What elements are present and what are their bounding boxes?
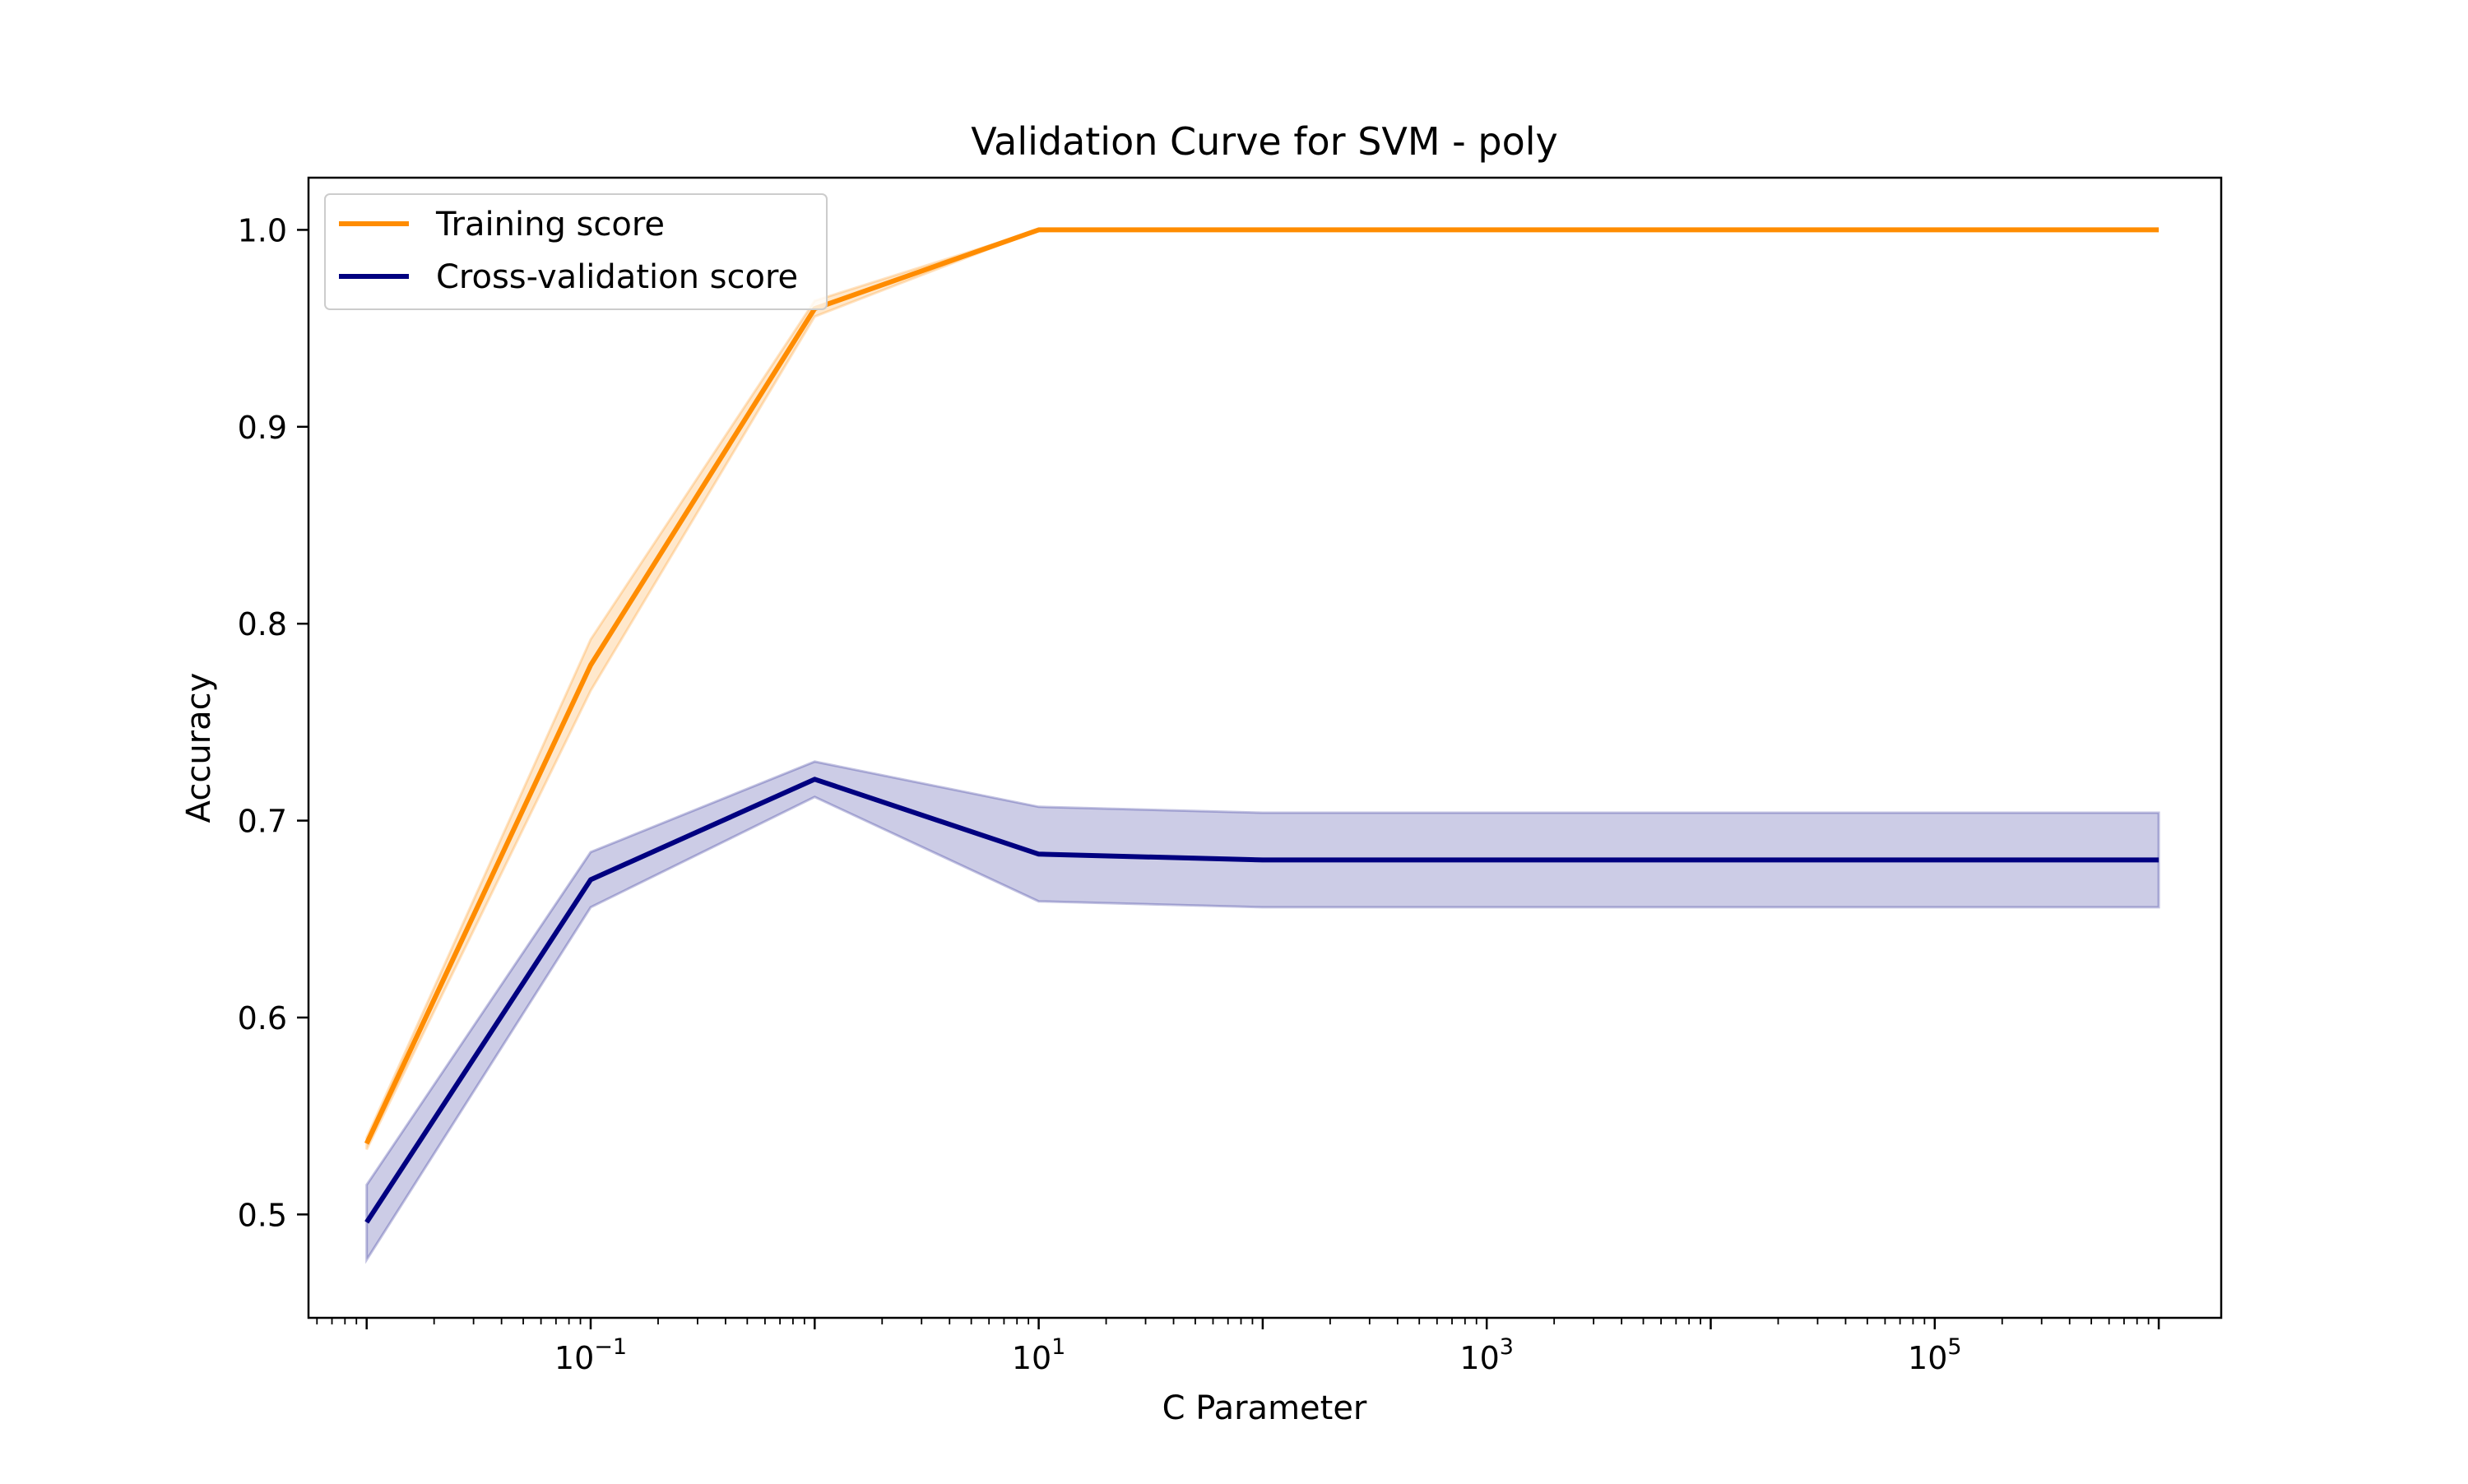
x-tick-label: 105 [1908,1334,1962,1376]
y-tick-label: 0.9 [238,410,287,446]
legend: Training score Cross-validation score [324,193,828,310]
x-tick-label: 10−1 [554,1334,627,1376]
y-tick-label: 0.6 [238,1000,287,1036]
y-tick-label: 1.0 [238,212,287,248]
y-axis-label: Accuracy [180,673,218,823]
x-axis-ticks: 10−1 101 103 105 [316,1318,2160,1376]
legend-label-cross-validation: Cross-validation score [436,258,798,296]
legend-label-training: Training score [435,206,665,243]
chart-title: Validation Curve for SVM - poly [971,119,1558,164]
y-tick-label: 0.5 [238,1197,287,1233]
plot-frame [307,176,2223,1319]
y-tick-label: 0.7 [238,804,287,840]
x-axis-label: C Parameter [1162,1389,1367,1427]
x-tick-label: 101 [1012,1334,1066,1376]
x-tick-label: 103 [1459,1334,1514,1376]
y-axis-ticks: 0.5 0.6 0.7 0.8 0.9 1.0 [238,212,308,1233]
series-1-line [364,777,2160,1224]
y-tick-label: 0.8 [238,606,287,642]
series-0-line [364,227,2160,1145]
series-lines [364,227,2160,1224]
series-1-std-band [365,760,2160,1264]
legend-box [324,193,828,310]
